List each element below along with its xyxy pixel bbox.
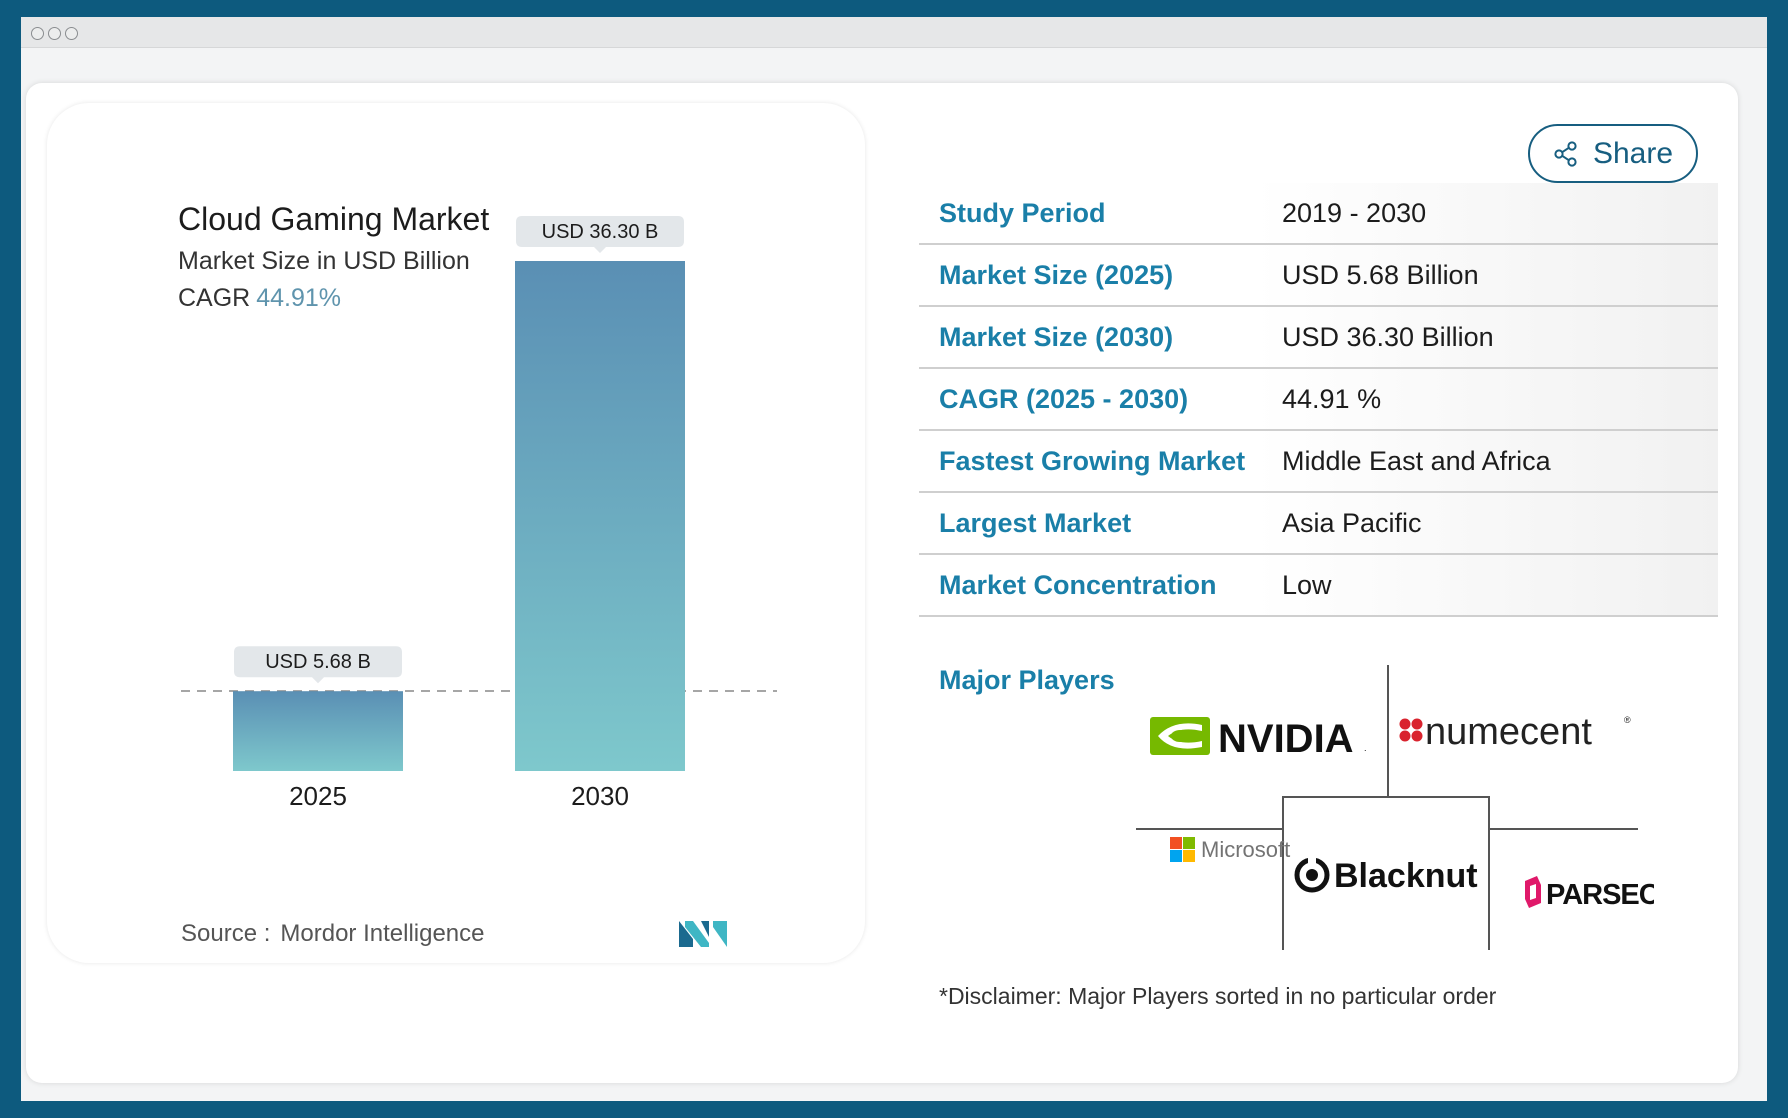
data-label-bubble [516,216,684,253]
svg-text:Blacknut: Blacknut [1334,857,1478,895]
logo-grid-line [1282,796,1284,950]
logo-grid-line [1488,796,1490,950]
window-control-dot[interactable] [65,27,78,40]
info-row-fastest-growing-market: Fastest Growing Market Middle East and A… [919,431,1718,493]
svg-text:.: . [1364,743,1367,753]
info-label: Study Period [939,197,1106,228]
x-tick-label: 2030 [571,781,629,811]
data-label: USD 36.30 B [542,221,659,243]
source-value: Mordor Intelligence [280,920,485,947]
major-players-title: Major Players [939,665,1115,695]
logo-grid-line [1387,665,1389,796]
mordor-intelligence-logo [679,921,727,947]
window-control-dot[interactable] [48,27,61,40]
market-snapshot-card: Cloud Gaming Market Market Size in USD B… [26,83,1738,1083]
logo-grid-line [1488,828,1638,830]
info-label: CAGR (2025 - 2030) [939,383,1189,414]
info-row-study-period: Study Period 2019 - 2030 [919,183,1718,245]
chart-cagr: CAGR 44.91% [178,284,341,313]
info-value: USD 36.30 Billion [1282,321,1494,352]
svg-text:PARSEC: PARSEC [1546,879,1654,909]
info-value: Low [1282,569,1332,600]
info-row-market-size-2025: Market Size (2025) USD 5.68 Billion [919,245,1718,307]
source-label: Source : [181,920,271,947]
chart-panel: Cloud Gaming Market Market Size in USD B… [47,103,865,963]
major-players-logos: NVIDIA . numecent ® Microsoft [1136,665,1654,950]
info-label: Market Size (2030) [939,321,1174,352]
x-tick-label: 2025 [289,781,347,811]
disclaimer-text: *Disclaimer: Major Players sorted in no … [939,983,1497,1009]
info-row-market-concentration: Market Concentration Low [919,555,1718,617]
parsec-logo: PARSEC [1525,876,1654,909]
info-value: Asia Pacific [1282,507,1422,538]
bar-chart: USD 5.68 B 2025 USD 36.30 B 2030 [181,216,777,811]
share-icon [1554,140,1577,167]
chart-subtitle: Market Size in USD Billion [178,247,470,275]
cagr-label: CAGR [178,284,251,312]
cagr-value: 44.91% [256,284,342,312]
svg-text:Microsoft: Microsoft [1201,837,1290,862]
info-row-cagr: CAGR (2025 - 2030) 44.91 % [919,369,1718,431]
numecent-logo: numecent ® [1399,711,1631,751]
blacknut-logo: Blacknut [1294,855,1478,895]
logo-grid-line [1282,796,1490,798]
info-label: Market Size (2025) [939,259,1174,290]
info-value: 2019 - 2030 [1282,197,1427,228]
info-row-market-size-2030: Market Size (2030) USD 36.30 Billion [919,307,1718,369]
share-button[interactable]: Share [1528,124,1698,183]
info-label: Fastest Growing Market [939,445,1246,476]
bar-2030 [515,261,685,771]
microsoft-logo: Microsoft [1170,837,1290,862]
window-titlebar [21,17,1767,48]
info-row-largest-market: Largest Market Asia Pacific [919,493,1718,555]
browser-window: Cloud Gaming Market Market Size in USD B… [21,17,1767,1101]
info-label: Market Concentration [939,569,1217,600]
chart-source: Source : Mordor Intelligence [181,920,485,948]
nvidia-logo: NVIDIA . [1150,717,1367,759]
window-control-dot[interactable] [31,27,44,40]
info-value: Middle East and Africa [1282,445,1551,476]
share-label: Share [1592,136,1674,170]
market-info-table: Study Period 2019 - 2030 Market Size (20… [919,183,1718,617]
info-value: 44.91 % [1282,383,1382,414]
info-label: Largest Market [939,507,1132,538]
svg-text:®: ® [1624,715,1631,725]
logo-grid-line [1136,828,1284,830]
data-label-bubble [234,646,402,684]
bar-2025 [233,691,403,771]
data-label: USD 5.68 B [265,651,371,673]
info-value: USD 5.68 Billion [1282,259,1479,290]
svg-text:NVIDIA: NVIDIA [1218,717,1354,759]
svg-text:numecent: numecent [1425,711,1592,751]
chart-title: Cloud Gaming Market [178,201,490,237]
